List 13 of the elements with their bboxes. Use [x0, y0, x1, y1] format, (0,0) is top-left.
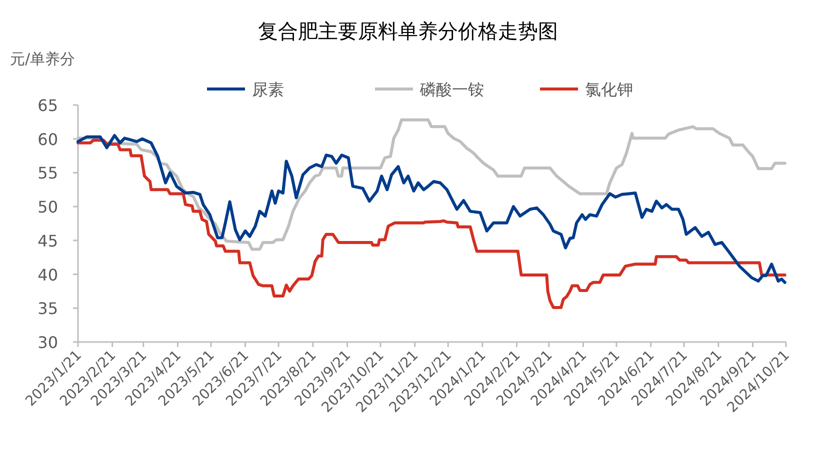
y-axis-title: 元/单养分 — [10, 50, 76, 68]
legend-label: 磷酸一铵 — [419, 80, 484, 99]
y-tick-label: 45 — [38, 231, 58, 250]
y-tick-label: 35 — [38, 299, 58, 318]
y-tick-label: 55 — [38, 164, 58, 183]
y-tick-label: 60 — [38, 130, 58, 149]
y-tick-label: 50 — [38, 198, 58, 217]
y-tick-label: 30 — [38, 333, 58, 352]
y-tick-label: 65 — [38, 96, 58, 115]
chart-title: 复合肥主要原料单养分价格走势图 — [258, 19, 558, 43]
legend-label: 氯化钾 — [585, 80, 633, 99]
y-tick-label: 40 — [38, 265, 58, 284]
legend-label: 尿素 — [252, 80, 284, 99]
